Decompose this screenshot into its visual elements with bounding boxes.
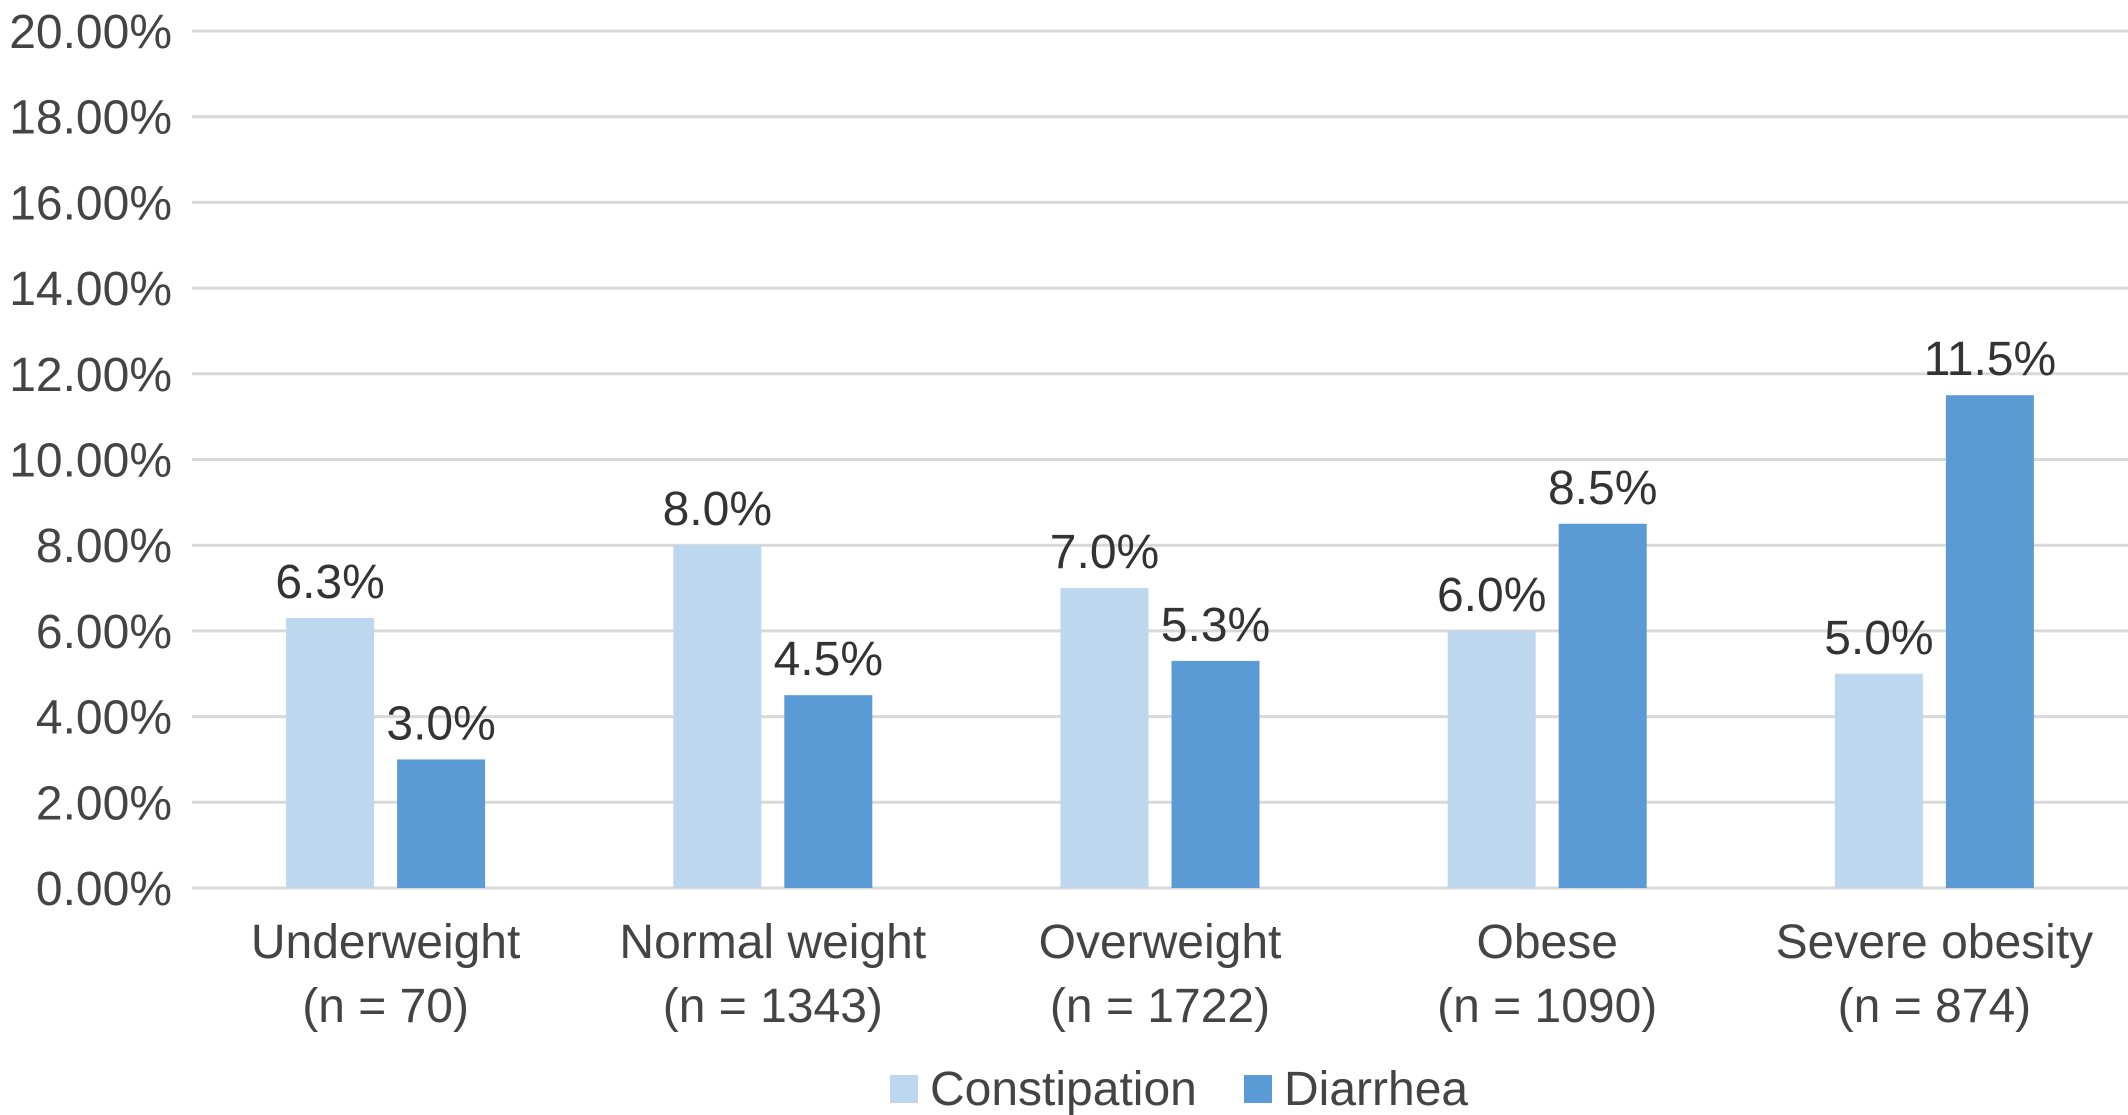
- gridlines: [192, 29, 2128, 890]
- y-tick-label: 2.00%: [36, 777, 172, 830]
- bar-constipation-2: [1060, 588, 1149, 888]
- y-tick-label: 14.00%: [9, 263, 172, 316]
- y-axis: 0.00% 2.00% 4.00% 6.00% 8.00% 10.00% 12.00% 14.…: [9, 6, 172, 916]
- bar-constipation-0: [286, 618, 375, 888]
- y-tick-label: 12.00%: [9, 349, 172, 402]
- data-label: 5.0%: [1824, 612, 1933, 665]
- legend: Constipation Diarrhea: [890, 1063, 1468, 1115]
- data-label: 7.0%: [1050, 526, 1159, 579]
- bar-constipation-1: [673, 545, 762, 888]
- x-axis: Underweight (n = 70) Normal weight (n = 134…: [251, 916, 2093, 1033]
- bar-diarrhea-3: [1558, 523, 1647, 888]
- data-label: 6.3%: [275, 556, 384, 609]
- x-tick-label: Overweight: [1039, 916, 1282, 969]
- y-tick-label: 10.00%: [9, 435, 172, 488]
- data-labels: 6.3% 3.0% 8.0% 4.5% 7.0%5.3% 6.0% 8.5% 5.0% 11.5…: [275, 333, 2056, 750]
- data-label: 6.0%: [1437, 569, 1546, 622]
- data-label: 11.5%: [1924, 333, 2057, 386]
- x-tick-label: (n = 1343): [663, 980, 883, 1033]
- bar-diarrhea-0: [397, 759, 486, 888]
- x-tick-label: (n = 1090): [1437, 980, 1657, 1033]
- x-tick-label: (n = 1722): [1050, 980, 1270, 1033]
- data-label: 5.3%: [1161, 599, 1270, 652]
- bar-diarrhea-1: [784, 695, 873, 888]
- x-tick-label: (n = 874): [1838, 980, 2031, 1033]
- x-tick-label: Normal weight: [619, 916, 926, 969]
- y-tick-label: 18.00%: [9, 92, 172, 145]
- x-tick-label: Obese: [1476, 916, 1617, 969]
- bar-diarrhea-2: [1171, 660, 1260, 888]
- y-tick-label: 6.00%: [36, 606, 172, 659]
- y-tick-label: 8.00%: [36, 520, 172, 573]
- bar-constipation-4: [1834, 673, 1923, 888]
- legend-swatch-diarrhea: [1244, 1075, 1272, 1103]
- y-tick-label: 4.00%: [36, 692, 172, 745]
- y-tick-label: 16.00%: [9, 177, 172, 230]
- legend-label-constipation: Constipation: [930, 1063, 1197, 1115]
- data-label: 4.5%: [774, 633, 883, 686]
- legend-label-diarrhea: Diarrhea: [1284, 1063, 1468, 1115]
- bars: [286, 395, 2034, 888]
- y-tick-label: 0.00%: [36, 863, 172, 916]
- x-tick-label: Underweight: [251, 916, 520, 969]
- x-tick-label: (n = 70): [302, 980, 469, 1033]
- bar-constipation-3: [1447, 630, 1536, 888]
- bar-diarrhea-4: [1945, 395, 2034, 888]
- legend-swatch-constipation: [890, 1075, 918, 1103]
- data-label: 3.0%: [386, 697, 495, 750]
- data-label: 8.5%: [1548, 462, 1657, 515]
- y-tick-label: 20.00%: [9, 6, 172, 59]
- data-label: 8.0%: [663, 483, 772, 536]
- x-tick-label: Severe obesity: [1776, 916, 2094, 969]
